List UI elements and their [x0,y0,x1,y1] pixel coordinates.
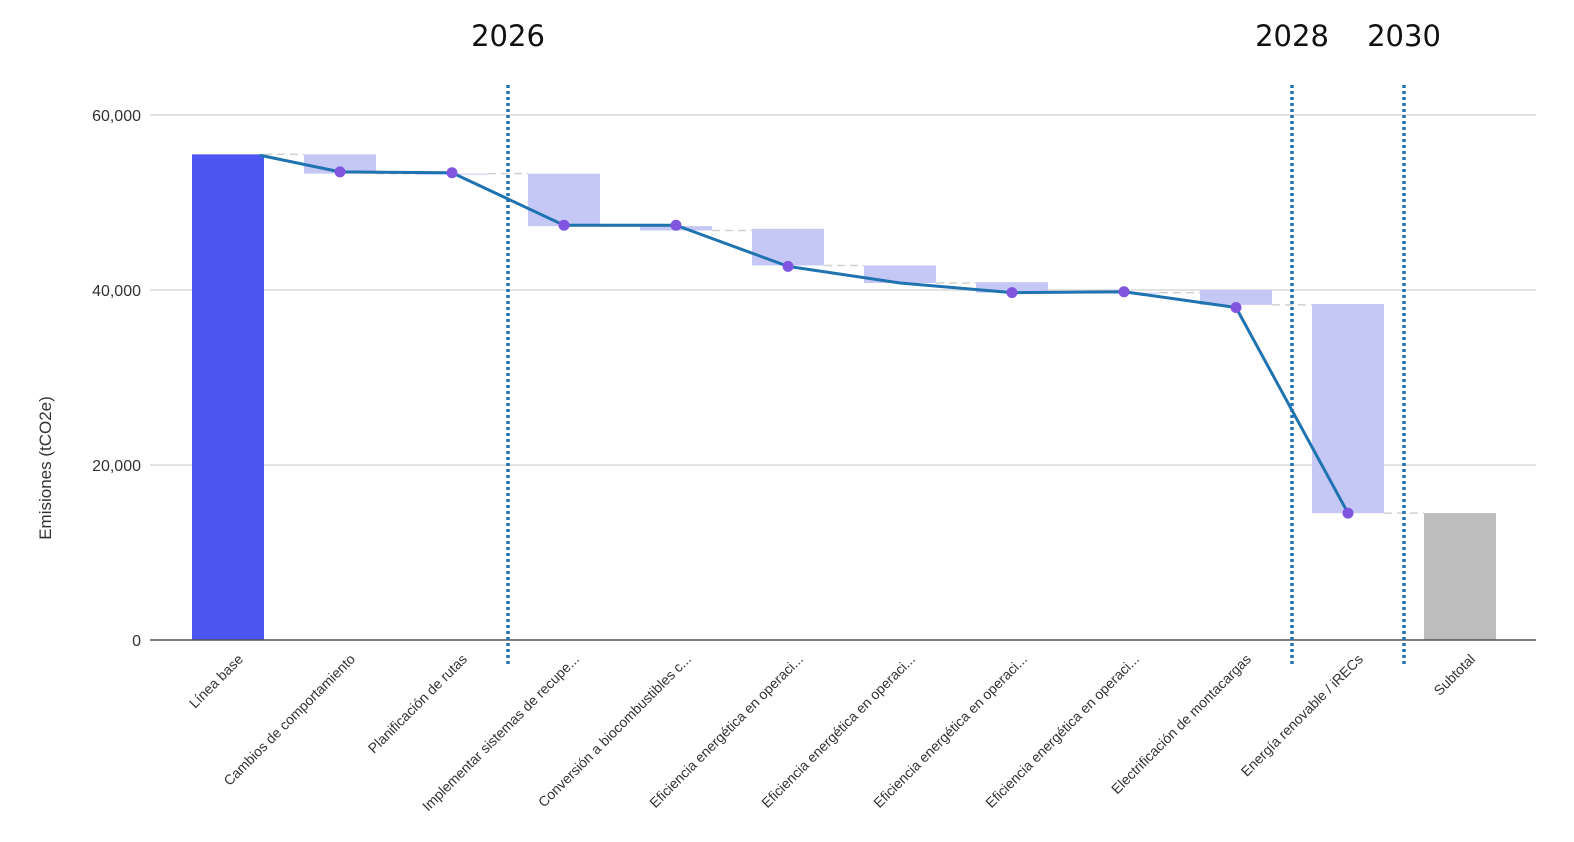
category-label: Energía renovable / iRECs [1238,651,1367,780]
y-tick-label: 0 [132,633,141,650]
y-tick-label: 40,000 [92,283,141,300]
trend-point [1230,302,1242,313]
category-label: Línea base [186,651,246,711]
trend-point [782,260,794,272]
trend-point [1118,286,1130,298]
y-tick-label: 60,000 [92,108,141,125]
bar-decrease [752,228,824,266]
bar-decrease [528,173,600,227]
trend-line [259,153,1354,519]
bar-total [192,154,264,640]
trend-point [558,219,570,231]
trend-point [670,219,682,231]
trend-point [1342,507,1354,519]
year-label: 2026 [471,19,545,53]
year-label: 2028 [1255,19,1329,53]
bar-decrease [1200,290,1272,305]
bar-subtotal [1424,513,1496,640]
trend-point [334,166,346,178]
bars [192,154,1496,640]
category-label: Cambios de comportamiento [220,651,358,789]
year-markers: 2026 2028 2030 [471,19,1441,664]
y-axis-title: Emisiones (tCO2e) [36,396,55,540]
y-tick-label: 20,000 [92,458,141,475]
year-label: 2030 [1367,19,1441,53]
trend-polyline [259,153,1350,514]
trend-point [446,167,458,179]
bar-decrease [1312,304,1384,514]
category-label: Planificación de rutas [365,651,470,756]
gridlines [150,114,1536,466]
bar-decrease [864,265,936,283]
category-label: Subtotal [1430,651,1478,699]
trend-point [1006,287,1018,299]
